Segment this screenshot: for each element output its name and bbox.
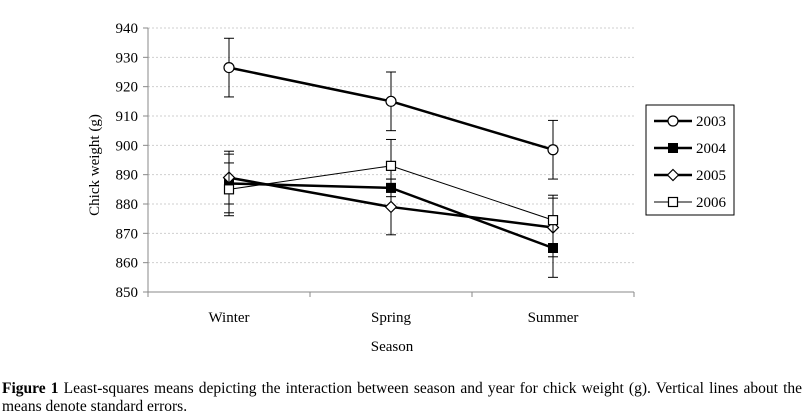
data-point [385, 160, 397, 171]
legend-marker [668, 143, 678, 153]
data-point [385, 95, 397, 107]
y-tick-label: 860 [116, 256, 139, 272]
x-tick-label: Winter [208, 310, 249, 326]
y-tick-label: 940 [116, 21, 139, 37]
axes [143, 27, 635, 297]
chart: 850 860 870 880 890 900 910 920 930 940 Winter Spr… [87, 21, 735, 355]
data-point [384, 200, 398, 214]
legend-label: 2005 [696, 168, 726, 184]
legend-box [645, 104, 735, 216]
legend-label: 2003 [696, 114, 726, 130]
legend-label: 2006 [696, 195, 727, 211]
y-tick-label: 890 [116, 168, 139, 184]
x-tick-label: Summer [528, 310, 579, 326]
y-tick-label: 910 [116, 109, 139, 125]
data-point [223, 61, 235, 74]
x-axis-label: Season [371, 339, 414, 355]
legend-marker [667, 196, 679, 208]
figure-caption: Figure 1 Least-squares means depicting t… [2, 380, 802, 416]
x-tick-label: Spring [371, 310, 412, 326]
legend-marker [666, 168, 680, 182]
legend: 2003 2004 2005 2006 [645, 104, 735, 216]
caption-label: Figure 1 [2, 380, 59, 397]
caption-text: Least-squares means depicting the intera… [2, 380, 802, 415]
x-tick-labels: Winter Spring Summer [208, 310, 578, 326]
data-point [547, 215, 559, 226]
series-group [222, 37, 560, 278]
series-2006 [223, 138, 559, 246]
data-point [547, 144, 559, 156]
y-tick-label: 900 [116, 138, 139, 154]
data-point [223, 184, 235, 195]
legend-label: 2004 [696, 141, 727, 157]
y-tick-label: 850 [116, 285, 139, 301]
y-tick-label: 920 [116, 80, 139, 96]
series-2003 [223, 37, 559, 180]
y-tick-labels: 850 860 870 880 890 900 910 920 930 940 [116, 21, 139, 301]
y-tick-label: 870 [116, 226, 139, 242]
legend-marker [667, 115, 679, 127]
y-axis-label: Chick weight (g) [87, 114, 103, 216]
y-tick-label: 880 [116, 197, 139, 213]
y-tick-label: 930 [116, 50, 139, 66]
